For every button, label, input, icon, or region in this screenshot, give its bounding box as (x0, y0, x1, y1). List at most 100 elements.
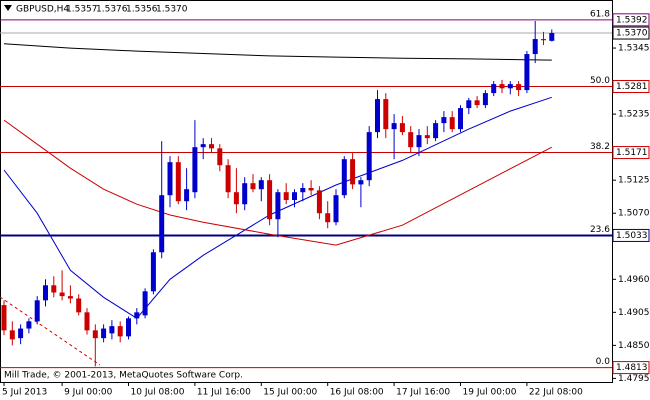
price-tag-label: 1.5171 (616, 148, 648, 158)
candle-body (316, 190, 322, 214)
candle-body (275, 192, 281, 220)
moving-average (3, 43, 552, 61)
candle-body (184, 189, 190, 202)
price-tag-label: 1.5281 (616, 82, 648, 92)
candle-body (51, 285, 57, 293)
candle-body (549, 33, 555, 41)
moving-average (3, 96, 552, 319)
candle-body (466, 100, 472, 109)
fib-label: 0.0 (596, 357, 611, 367)
candle-body (366, 132, 372, 181)
y-tick-label: 1.4850 (618, 341, 650, 351)
candle-body (101, 328, 107, 339)
symbol: GBPUSD,H4 (16, 5, 69, 15)
fib-label: 61.8 (590, 9, 610, 19)
price-tag (612, 79, 650, 93)
candle-body (9, 330, 15, 340)
menu-arrow (4, 5, 12, 11)
open-label: 1.5357 (66, 5, 98, 15)
x-tick-label: 15 Jul 00:00 (263, 388, 317, 398)
price-tag (612, 228, 650, 242)
candle-body (458, 108, 463, 130)
x-tick-label: 19 Jul 00:00 (463, 388, 517, 398)
candle-body (84, 312, 90, 331)
candle-body (92, 330, 98, 339)
candle-body (283, 192, 289, 201)
price-tag-label: 1.4813 (616, 363, 648, 373)
candle-body (175, 162, 181, 202)
candle-body (474, 100, 480, 106)
footer: Mill Trade, © 2001-2013, MetaQuotes Soft… (4, 371, 243, 381)
candle-body (482, 93, 488, 106)
y-tick-label: 1.4795 (618, 374, 650, 384)
candle-body (383, 99, 389, 130)
x-tick-label: 5 Jul 2013 (2, 388, 47, 398)
trend-line (0, 296, 101, 366)
high-label: 1.5376 (96, 5, 128, 15)
x-tick-label: 17 Jul 16:00 (396, 388, 450, 398)
candle-body (507, 84, 513, 89)
candle-body (43, 285, 48, 301)
candle-body (26, 321, 32, 329)
candle-body (109, 326, 115, 334)
x-tick-label: 22 Jul 08:00 (529, 388, 583, 398)
y-tick-label: 1.4905 (618, 308, 650, 318)
candle-body (416, 135, 422, 148)
candle-body (341, 159, 347, 196)
candle-body (150, 252, 156, 292)
close-label: 1.5370 (156, 5, 188, 15)
candle-body (18, 328, 24, 339)
fib-label: 38.2 (590, 142, 610, 152)
candle-body (391, 123, 397, 130)
price-tag-label: 1.5392 (616, 15, 648, 25)
plot-frame (0, 0, 613, 383)
candle-body (399, 123, 405, 133)
fib-label: 50.0 (590, 76, 610, 86)
x-tick-label: 10 Jul 08:00 (131, 388, 185, 398)
candle-body (267, 180, 273, 220)
candle-body (516, 84, 522, 91)
candle-body (76, 298, 82, 313)
candle-body (532, 39, 538, 55)
candle-body (408, 132, 414, 148)
candle-body (1, 305, 7, 331)
candle-body (242, 183, 248, 205)
candle-body (217, 148, 223, 166)
candle-body (358, 180, 364, 185)
candle-body (325, 213, 331, 223)
candle-body (491, 84, 497, 94)
candle-body (300, 187, 306, 193)
candle-body (333, 195, 339, 223)
candle-body (126, 318, 131, 337)
x-tick-label: 16 Jul 08:00 (330, 388, 384, 398)
candle-body (167, 162, 173, 196)
y-tick-label: 1.5070 (618, 209, 650, 219)
y-tick-label: 1.5125 (618, 176, 650, 186)
fib-label: 23.6 (590, 225, 610, 235)
candle-body (292, 192, 297, 201)
candle-body (59, 292, 65, 297)
current-price-tag (612, 26, 650, 40)
candle-body (34, 300, 40, 322)
candle-body (350, 159, 356, 185)
x-tick-label: 11 Jul 16:00 (197, 388, 251, 398)
current-price-label: 1.5370 (616, 29, 648, 39)
candle-body (375, 99, 380, 133)
low-label: 1.5356 (126, 5, 158, 15)
candle-body (159, 195, 165, 253)
price-tag (612, 146, 650, 160)
candle-body (225, 165, 231, 193)
candle-body (200, 144, 206, 148)
candle-body (541, 39, 546, 41)
x-tick-label: 9 Jul 00:00 (64, 388, 113, 398)
candle-body (134, 312, 140, 319)
price-tag (612, 361, 650, 375)
candle-body (209, 144, 214, 149)
price-tag (612, 13, 650, 27)
candle-body (441, 117, 447, 124)
candle-body (142, 291, 148, 316)
y-tick-label: 1.5235 (618, 110, 650, 120)
y-tick-label: 1.4960 (618, 275, 650, 285)
candle-body (117, 326, 123, 337)
